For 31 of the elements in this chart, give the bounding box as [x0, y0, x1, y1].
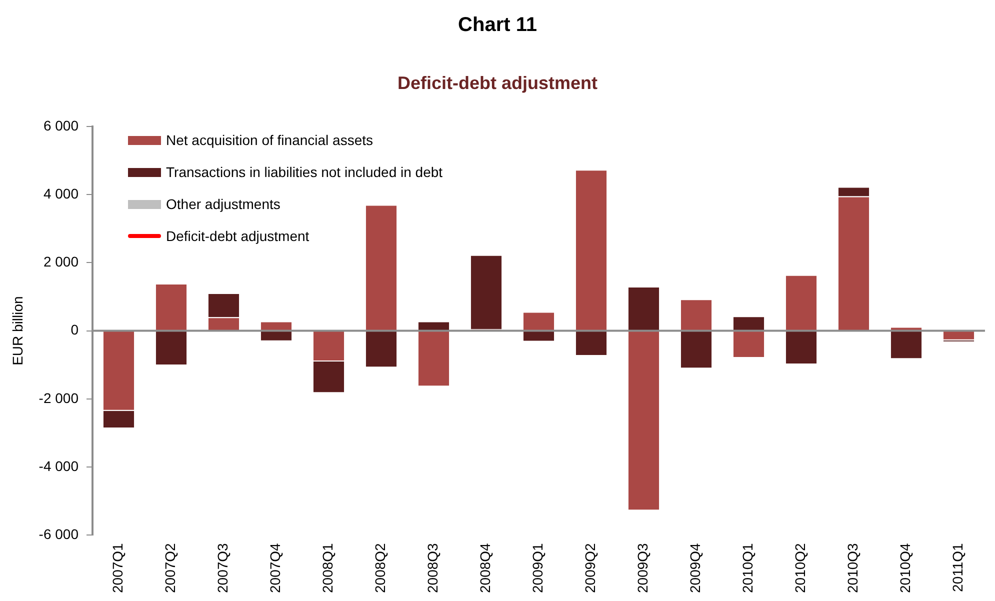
legend-label: Deficit-debt adjustment	[166, 228, 310, 244]
chart-subtitle: Deficit-debt adjustment	[396, 73, 598, 94]
x-tick-label: 2007Q3	[214, 542, 231, 594]
chart-title: Chart 11	[457, 14, 538, 37]
y-tick-label: -4 000	[38, 458, 79, 474]
x-tick-label: 2009Q1	[530, 542, 546, 594]
y-tick-label: -2 000	[38, 390, 79, 406]
x-tick-label: 2008Q1	[320, 542, 336, 594]
x-tick-label: 2008Q2	[372, 542, 388, 594]
x-tick-label: 2008Q3	[424, 542, 441, 594]
x-tick-label: 2008Q4	[477, 542, 494, 594]
x-tick-label: 2009Q2	[582, 542, 598, 594]
x-tick-label: 2009Q3	[634, 542, 651, 594]
y-tick-label: 6 000	[43, 117, 79, 134]
legend-label: Other adjustments	[166, 196, 280, 212]
x-tick-label: 2007Q2	[162, 542, 178, 594]
x-tick-label: 2007Q4	[267, 542, 284, 594]
legend-label: Transactions in liabilities not included in debt	[166, 164, 443, 180]
legend-label: Net acquisition of financial assets	[166, 132, 373, 148]
x-tick-label: 2009Q4	[687, 542, 704, 594]
x-tick-label: 2010Q1	[740, 542, 756, 594]
y-tick-label: 0	[70, 322, 79, 338]
x-tick-label: 2010Q2	[792, 542, 808, 594]
y-tick-label: 4 000	[43, 185, 79, 202]
x-tick-label: 2007Q1	[110, 542, 126, 594]
x-tick-label: 2011Q1	[950, 542, 966, 592]
y-tick-label: -6 000	[38, 526, 79, 542]
y-axis-title: EUR billion	[9, 296, 26, 366]
y-tick-label: 2 000	[43, 254, 79, 270]
x-tick-label: 2010Q4	[897, 542, 914, 594]
x-tick-label: 2010Q3	[844, 542, 861, 594]
